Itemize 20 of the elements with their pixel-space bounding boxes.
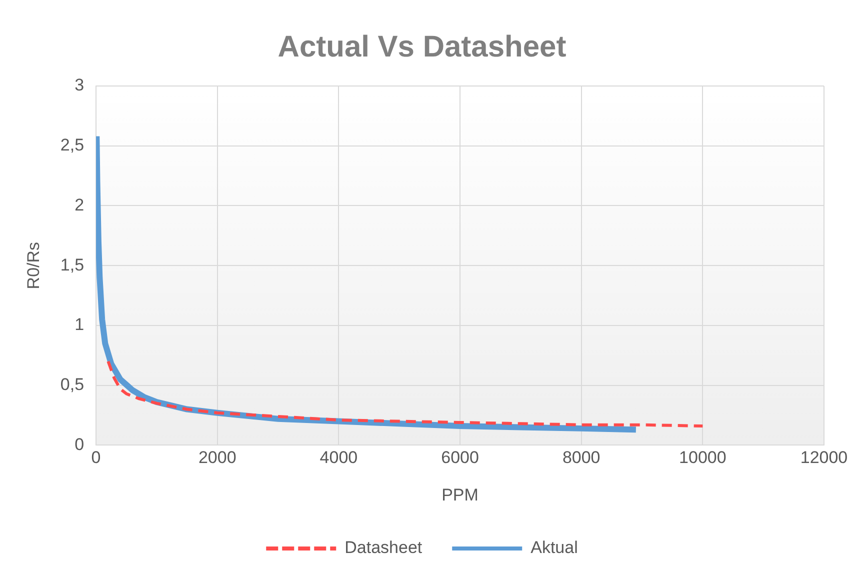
y-tick-label: 1 — [74, 315, 84, 334]
x-tick-label: 4000 — [320, 448, 358, 468]
chart-title: Actual Vs Datasheet — [278, 30, 566, 64]
x-tick-label: 6000 — [441, 448, 479, 468]
x-tick-label: 2000 — [198, 448, 236, 468]
y-tick-label: 0 — [74, 434, 84, 454]
legend-label: Datasheet — [344, 538, 422, 558]
line-series — [106, 360, 704, 428]
x-tick-label: 10000 — [679, 448, 726, 468]
y-axis-title: R0/Rs — [24, 242, 43, 290]
y-tick-label: 3 — [74, 76, 84, 95]
legend-label: Aktual — [530, 538, 578, 558]
x-tick-label: 8000 — [562, 448, 600, 468]
y-tick-label: 2,5 — [60, 136, 84, 155]
y-tick-label: 0,5 — [60, 375, 84, 394]
y-tick-label: 2 — [74, 195, 84, 214]
x-tick-label: 0 — [91, 448, 101, 468]
y-tick-label: 1,5 — [60, 255, 84, 274]
x-axis-title: PPM — [442, 485, 478, 504]
x-tick-label: 12000 — [800, 448, 848, 468]
